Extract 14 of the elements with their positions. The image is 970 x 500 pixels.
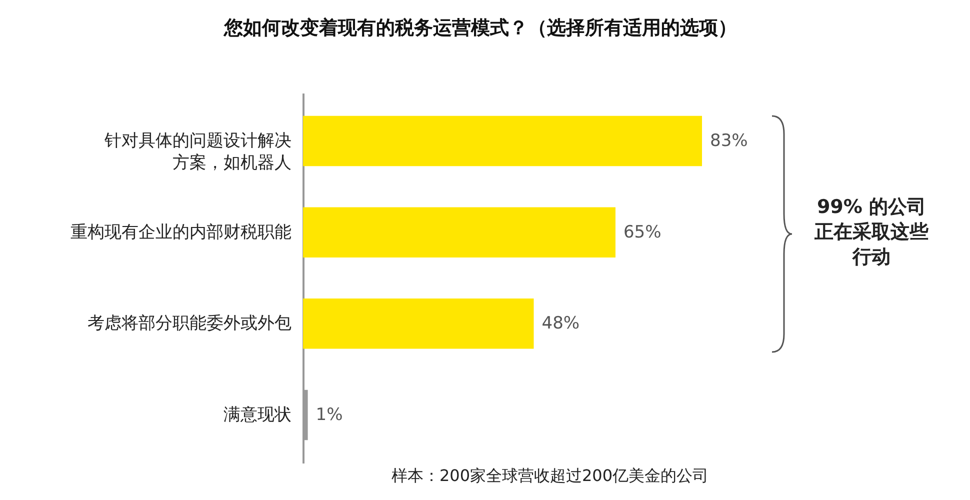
- data-label: 65%: [623, 222, 662, 242]
- y-tick-label: 考虑将部分职能委外或外包: [88, 314, 292, 334]
- y-tick-label: 针对具体的问题设计解决方案，如机器人: [104, 130, 292, 173]
- data-label: 48%: [542, 314, 580, 334]
- bar: [303, 298, 534, 349]
- y-tick-label: 满意现状: [224, 405, 292, 426]
- text: 99% 的公司正在采取这些行动: [814, 195, 930, 270]
- chart-title: 您如何改变着现有的税务运营模式？（选择所有适用的选项）: [223, 17, 737, 39]
- data-label: 1%: [316, 405, 343, 426]
- y-tick-label: 重构现有企业的内部财税职能: [70, 222, 292, 242]
- bar: [303, 116, 702, 166]
- text: 样本：200家全球营收超过200亿美金的公司: [390, 466, 710, 487]
- bar: [303, 207, 616, 258]
- data-label: 83%: [710, 130, 748, 151]
